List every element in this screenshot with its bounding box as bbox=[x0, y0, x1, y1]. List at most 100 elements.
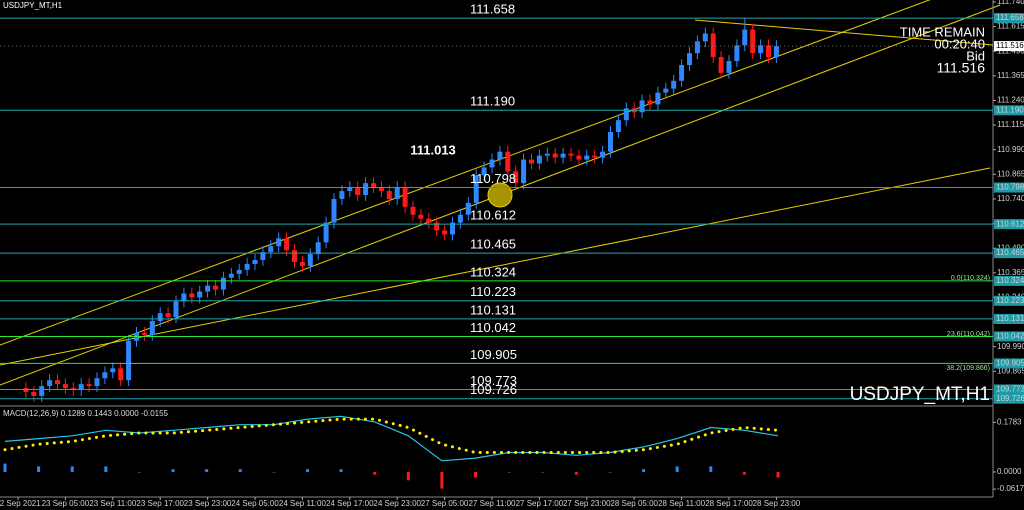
candle-body bbox=[260, 252, 266, 261]
peak-label: 111.013 bbox=[410, 143, 456, 158]
macd-histogram-bar bbox=[406, 471, 410, 481]
candle-body bbox=[639, 100, 645, 113]
candle-body bbox=[600, 151, 606, 158]
candle-body bbox=[450, 222, 455, 235]
macd-histogram-bar bbox=[440, 471, 444, 489]
level-axis-label: 110.465 bbox=[996, 248, 1024, 257]
x-tick-label: 28 Sep 05:00 bbox=[610, 499, 658, 508]
y-tick-label: 110.990 bbox=[997, 145, 1024, 154]
time-remain: 00:20:40 bbox=[934, 36, 985, 51]
level-label: 110.131 bbox=[470, 302, 516, 317]
candle-body bbox=[363, 183, 369, 196]
x-tick-label: 27 Sep 05:00 bbox=[421, 499, 469, 508]
watermark: USDJPY_MT,H1 bbox=[850, 384, 990, 405]
bid-value: 111.516 bbox=[936, 60, 985, 76]
level-axis-box bbox=[994, 105, 1024, 116]
level-axis-box bbox=[994, 331, 1024, 342]
candle-body bbox=[347, 187, 353, 192]
x-tick-label: 23 Sep 11:00 bbox=[89, 499, 137, 508]
candle-body bbox=[23, 388, 29, 392]
level-axis-label: 110.131 bbox=[996, 314, 1024, 323]
x-tick-label: 24 Sep 05:00 bbox=[231, 499, 279, 508]
candle-body bbox=[663, 88, 669, 93]
macd-histogram-bar bbox=[339, 469, 343, 472]
y-tick-label: 111.365 bbox=[997, 71, 1024, 80]
candle-body bbox=[102, 372, 108, 379]
candle-body bbox=[758, 45, 764, 54]
level-axis-box bbox=[994, 358, 1024, 369]
level-axis-box bbox=[994, 182, 1024, 193]
candle-body bbox=[465, 202, 471, 215]
candle-body bbox=[205, 285, 211, 292]
level-axis-box bbox=[994, 219, 1024, 230]
level-axis-label: 110.798 bbox=[996, 183, 1024, 192]
candle-body bbox=[410, 206, 416, 215]
level-label: 109.773 bbox=[470, 373, 517, 388]
candle-body bbox=[560, 153, 566, 158]
candle-body bbox=[671, 80, 677, 89]
candle-body bbox=[78, 384, 84, 391]
candle-body bbox=[473, 175, 479, 203]
level-axis-label: 109.726 bbox=[996, 394, 1024, 403]
candle-body bbox=[331, 198, 337, 223]
bid-axis-label: 111.516 bbox=[996, 41, 1024, 50]
candle-body bbox=[623, 108, 629, 121]
candle-body bbox=[489, 159, 495, 168]
candle-body bbox=[568, 153, 574, 156]
highlight-circle bbox=[487, 182, 513, 208]
candle-body bbox=[39, 386, 45, 396]
candle-body bbox=[536, 155, 542, 164]
macd-histogram-bar bbox=[272, 471, 276, 473]
candle-body bbox=[481, 167, 487, 176]
x-tick-label: 28 Sep 11:00 bbox=[658, 499, 706, 508]
fib-label: 0.0(110.324) bbox=[951, 275, 990, 282]
macd-histogram-bar bbox=[3, 463, 7, 472]
y-tick-label: 110.490 bbox=[997, 243, 1024, 252]
candle-body bbox=[655, 92, 661, 105]
macd-histogram-bar bbox=[742, 471, 746, 475]
candle-body bbox=[276, 238, 282, 247]
y-tick-label: 109.865 bbox=[997, 366, 1024, 375]
candle-body bbox=[47, 380, 53, 387]
fib-label: 23.6(110.042) bbox=[947, 331, 990, 338]
candle-body bbox=[141, 332, 147, 335]
candle-body bbox=[386, 191, 392, 199]
candle-body bbox=[457, 214, 463, 223]
level-label: 110.324 bbox=[470, 264, 516, 279]
candle-body bbox=[750, 29, 756, 54]
candle-body bbox=[702, 33, 708, 42]
candle-body bbox=[157, 313, 163, 322]
candle-body bbox=[687, 53, 692, 66]
candle-body bbox=[118, 368, 124, 381]
y-tick-label: 110.865 bbox=[997, 169, 1024, 178]
level-axis-label: 111.658 bbox=[996, 13, 1024, 22]
level-axis-label: 109.905 bbox=[996, 359, 1024, 368]
candle-body bbox=[252, 260, 258, 264]
candle-body bbox=[766, 45, 771, 58]
level-axis-box bbox=[994, 13, 1024, 24]
candle-body bbox=[497, 151, 503, 160]
bid-axis-box bbox=[994, 41, 1024, 52]
drawings bbox=[0, 0, 1001, 386]
y-tick-label: 111.615 bbox=[997, 22, 1024, 31]
level-axis-label: 110.223 bbox=[996, 296, 1024, 305]
candle-body bbox=[544, 153, 550, 156]
candle-body bbox=[418, 214, 424, 219]
price-panel: 111.658 111.190 110.798 110.612 110.465 110.3… bbox=[0, 2, 993, 402]
x-tick-label: 22 Sep 2021 bbox=[0, 499, 41, 508]
level-label: 110.223 bbox=[470, 284, 516, 299]
y-tick-label: 109.990 bbox=[997, 342, 1024, 351]
candle-body bbox=[173, 301, 179, 318]
candle-body bbox=[126, 340, 132, 381]
candle-body bbox=[213, 285, 218, 290]
candle-body bbox=[268, 246, 274, 253]
candle-body bbox=[86, 384, 92, 387]
x-tick-label: 27 Sep 23:00 bbox=[563, 499, 611, 508]
candle-body bbox=[55, 380, 60, 385]
macd-y-tick-label: -0.0617 bbox=[997, 484, 1024, 493]
macd-histogram-bar bbox=[507, 471, 511, 473]
candle-body bbox=[394, 187, 400, 199]
candle-body bbox=[505, 151, 511, 172]
